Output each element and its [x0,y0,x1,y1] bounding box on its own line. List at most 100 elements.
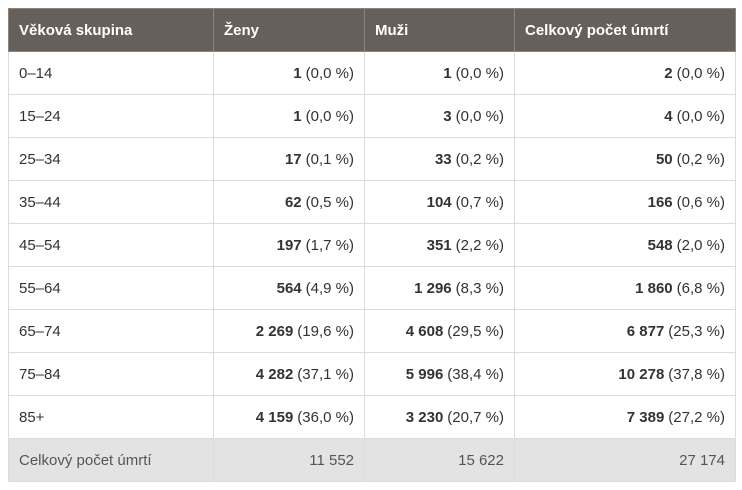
value-cell: 548 (2,0 %) [514,223,736,267]
count: 3 [443,107,452,125]
value-cell: 3 230 (20,7 %) [364,395,515,439]
share: (0,0 %) [455,64,504,82]
value-cell: 1 (0,0 %) [213,94,365,138]
age-cell: 15–24 [8,94,214,138]
total-value: 27 174 [514,438,736,482]
count: 1 296 [414,279,452,297]
count: 6 877 [626,322,665,340]
count: 4 282 [255,365,294,383]
count: 5 996 [405,365,444,383]
value-cell: 2 269 (19,6 %) [213,309,365,353]
count: 4 608 [405,322,444,340]
total-label: Celkový počet úmrtí [8,438,214,482]
value-cell: 197 (1,7 %) [213,223,365,267]
share: (29,5 %) [447,322,504,340]
count: 10 278 [618,365,665,383]
value-cell: 351 (2,2 %) [364,223,515,267]
value-cell: 104 (0,7 %) [364,180,515,224]
value-cell: 1 (0,0 %) [364,51,515,95]
value-cell: 62 (0,5 %) [213,180,365,224]
share: (0,2 %) [455,150,504,168]
age-cell: 75–84 [8,352,214,396]
value-cell: 6 877 (25,3 %) [514,309,736,353]
value-cell: 50 (0,2 %) [514,137,736,181]
value-cell: 4 282 (37,1 %) [213,352,365,396]
value-cell: 4 608 (29,5 %) [364,309,515,353]
count: 50 [655,150,673,168]
age-cell: 0–14 [8,51,214,95]
table-row: 75–84 4 282 (37,1 %) 5 996 (38,4 %) 10 278 (37… [8,352,736,396]
share: (2,0 %) [676,236,725,254]
value-cell: 10 278 (37,8 %) [514,352,736,396]
count: 548 [647,236,673,254]
share: (37,1 %) [297,365,354,383]
share: (0,5 %) [305,193,354,211]
header-cell: Muži [364,8,515,52]
share: (36,0 %) [297,408,354,426]
count: 62 [284,193,302,211]
value-cell: 564 (4,9 %) [213,266,365,310]
value-cell: 2 (0,0 %) [514,51,736,95]
age-cell: 85+ [8,395,214,439]
count: 4 159 [255,408,294,426]
value-cell: 5 996 (38,4 %) [364,352,515,396]
header-cell: Ženy [213,8,365,52]
value-cell: 1 860 (6,8 %) [514,266,736,310]
share: (25,3 %) [668,322,725,340]
total-value: 11 552 [213,438,365,482]
header-row: Věková skupina Ženy Muži Celkový počet úmrt… [8,8,736,52]
header-cell: Celkový počet úmrtí [514,8,736,52]
share: (27,2 %) [668,408,725,426]
table-row: 55–64 564 (4,9 %) 1 296 (8,3 %) 1 860 (6,8 %) [8,266,736,310]
value-cell: 3 (0,0 %) [364,94,515,138]
age-cell: 55–64 [8,266,214,310]
age-cell: 25–34 [8,137,214,181]
share: (0,0 %) [305,107,354,125]
count: 104 [426,193,452,211]
share: (0,0 %) [676,107,725,125]
age-cell: 45–54 [8,223,214,267]
mortality-table: Věková skupina Ženy Muži Celkový počet úmrt… [8,8,736,482]
count: 2 [664,64,673,82]
share: (4,9 %) [305,279,354,297]
value-cell: 1 (0,0 %) [213,51,365,95]
table-row: 65–74 2 269 (19,6 %) 4 608 (29,5 %) 6 877 (25,… [8,309,736,353]
count: 1 [293,64,302,82]
count: 4 [664,107,673,125]
count: 3 230 [405,408,444,426]
count: 166 [647,193,673,211]
share: (20,7 %) [447,408,504,426]
count: 2 269 [255,322,294,340]
share: (2,2 %) [455,236,504,254]
total-value: 15 622 [364,438,515,482]
count: 351 [426,236,452,254]
value-cell: 4 (0,0 %) [514,94,736,138]
count: 33 [434,150,452,168]
count: 17 [284,150,302,168]
share: (0,0 %) [305,64,354,82]
share: (0,7 %) [455,193,504,211]
header-cell: Věková skupina [8,8,214,52]
share: (0,2 %) [676,150,725,168]
table-row: 25–34 17 (0,1 %) 33 (0,2 %) 50 (0,2 %) [8,137,736,181]
value-cell: 1 296 (8,3 %) [364,266,515,310]
value-cell: 7 389 (27,2 %) [514,395,736,439]
count: 1 860 [635,279,673,297]
count: 7 389 [626,408,665,426]
count: 1 [443,64,452,82]
share: (8,3 %) [455,279,504,297]
value-cell: 17 (0,1 %) [213,137,365,181]
share: (0,0 %) [455,107,504,125]
share: (1,7 %) [305,236,354,254]
age-cell: 35–44 [8,180,214,224]
value-cell: 166 (0,6 %) [514,180,736,224]
share: (19,6 %) [297,322,354,340]
share: (0,0 %) [676,64,725,82]
share: (0,1 %) [305,150,354,168]
value-cell: 33 (0,2 %) [364,137,515,181]
table-row: 15–24 1 (0,0 %) 3 (0,0 %) 4 (0,0 %) [8,94,736,138]
table-row: 0–14 1 (0,0 %) 1 (0,0 %) 2 (0,0 %) [8,51,736,95]
table-row: 35–44 62 (0,5 %) 104 (0,7 %) 166 (0,6 %) [8,180,736,224]
share: (37,8 %) [668,365,725,383]
